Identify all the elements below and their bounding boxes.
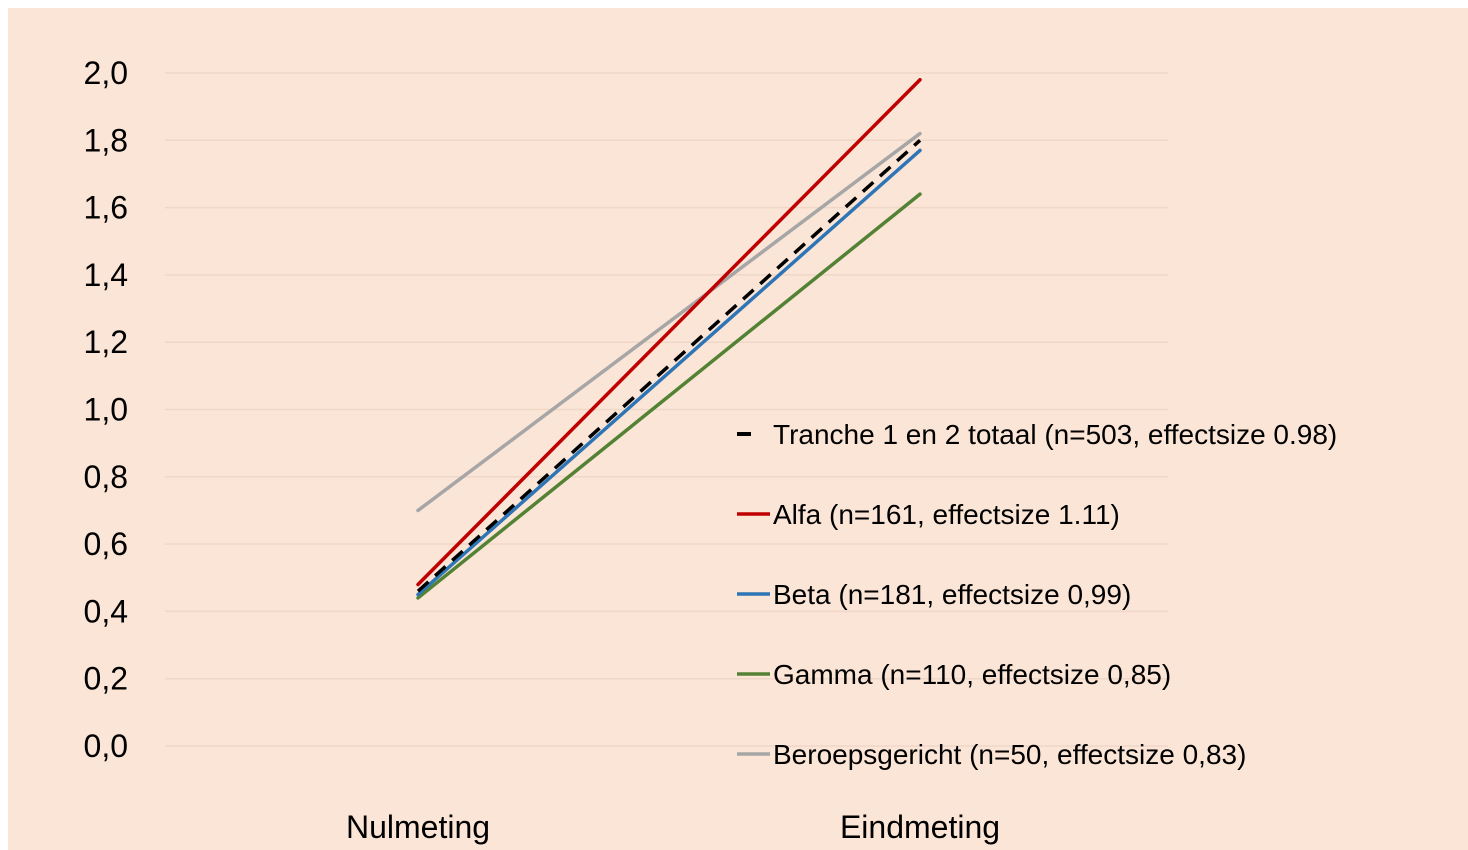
y-tick-label: 1,8	[84, 122, 128, 158]
series-line-4	[416, 131, 922, 513]
series-lines	[416, 77, 922, 600]
y-tick-label: 0,0	[84, 728, 128, 764]
y-tick-label: 1,0	[84, 392, 128, 428]
y-tick-label: 0,4	[84, 593, 128, 629]
x-axis-ticks: Nulmeting Eindmeting	[346, 809, 1000, 845]
y-tick-label: 1,4	[84, 257, 128, 293]
gridlines	[165, 72, 1168, 747]
legend-label: Beta (n=181, effectsize 0,99)	[773, 579, 1131, 610]
series-line-1	[416, 77, 922, 587]
y-tick-label: 2,0	[84, 55, 128, 91]
legend-label: Gamma (n=110, effectsize 0,85)	[773, 659, 1171, 690]
series-line-0	[416, 138, 922, 593]
series-line-2	[416, 148, 922, 597]
legend-label: Tranche 1 en 2 totaal (n=503, effectsize…	[773, 419, 1337, 450]
y-tick-label: 0,8	[84, 459, 128, 495]
series-line-3	[416, 192, 922, 600]
y-axis-ticks: 0,0 0,2 0,4 0,6 0,8 1,0 1,2 1,4 1,6 1,8 2,0	[84, 55, 128, 764]
legend: Tranche 1 en 2 totaal (n=503, effectsize…	[737, 419, 1337, 770]
y-tick-label: 0,2	[84, 661, 128, 697]
x-tick-label: Nulmeting	[346, 809, 490, 845]
chart-area	[8, 8, 1468, 850]
y-tick-label: 1,2	[84, 324, 128, 360]
legend-label: Beroepsgericht (n=50, effectsize 0,83)	[773, 739, 1246, 770]
y-tick-label: 0,6	[84, 526, 128, 562]
legend-label: Alfa (n=161, effectsize 1.11)	[773, 499, 1120, 530]
x-tick-label: Eindmeting	[840, 809, 1000, 845]
y-tick-label: 1,6	[84, 190, 128, 226]
